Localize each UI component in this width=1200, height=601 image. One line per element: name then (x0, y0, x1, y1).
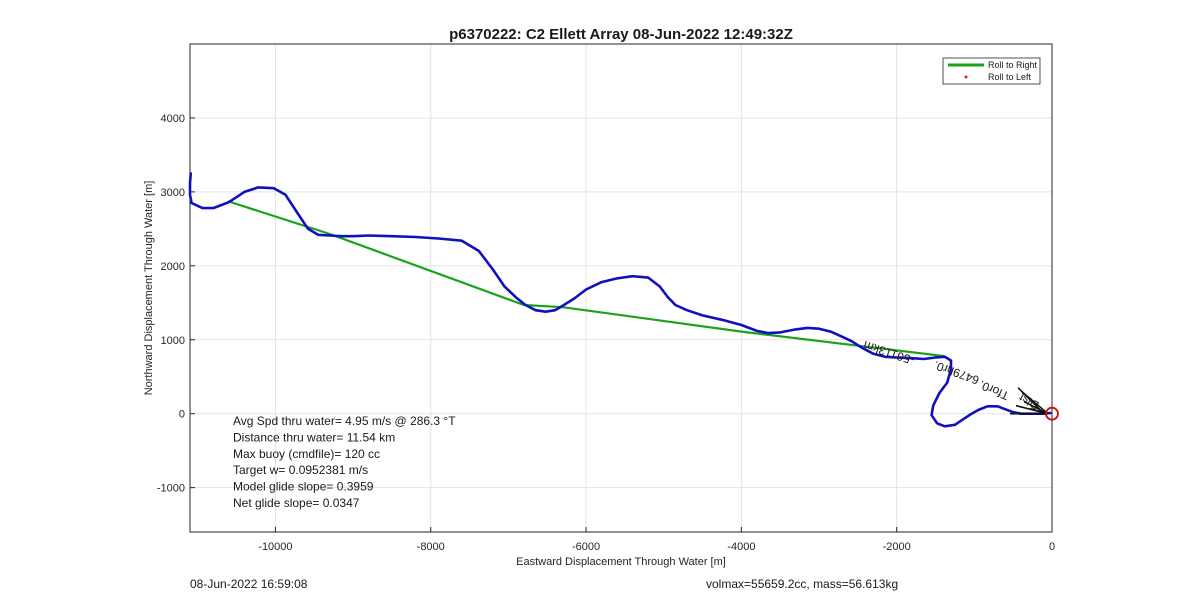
x-tick-label: -10000 (258, 541, 292, 553)
legend-label-roll-right: Roll to Right (988, 60, 1038, 70)
rotated-distance-annotation: -56113km 6479hr0. Tfor0. Dist (862, 338, 1042, 413)
y-axis-label: Northward Displacement Through Water [m] (143, 181, 155, 396)
heading-arrow (1029, 407, 1049, 415)
overlay-text-1: -56113km (862, 338, 916, 368)
heading-arrows (1010, 387, 1049, 415)
stats-annotation: Avg Spd thru water= 4.95 m/s @ 286.3 °T D… (233, 414, 456, 510)
overlay-text-2: 6479hr0. (932, 358, 981, 387)
stats-line: Model glide slope= 0.3959 (233, 480, 374, 494)
y-tick-label: 4000 (161, 113, 185, 125)
axis-ticks: -10000 -8000 -6000 -4000 -2000 0-100001000200… (157, 113, 1055, 553)
x-tick-label: -2000 (883, 541, 911, 553)
stats-line: Distance thru water= 11.54 km (233, 430, 395, 444)
y-tick-label: -1000 (157, 483, 185, 495)
overlay-text-3: Tfor0. (977, 378, 1011, 404)
legend: Roll to Right Roll to Left (942, 57, 1041, 85)
stats-line: Target w= 0.0952381 m/s (233, 463, 368, 477)
legend-box (942, 57, 1041, 85)
y-tick-label: 2000 (161, 261, 185, 273)
series-roll-right-line (227, 200, 945, 358)
legend-swatch-roll-left (964, 75, 968, 79)
stats-line: Net glide slope= 0.0347 (233, 496, 360, 510)
x-axis-label: Eastward Displacement Through Water [m] (516, 556, 726, 568)
y-tick-label: 1000 (161, 335, 185, 347)
x-tick-label: -6000 (572, 541, 600, 553)
chart-title: p6370222: C2 Ellett Array 08-Jun-2022 12… (449, 26, 793, 43)
heading-arrow (1023, 400, 1049, 415)
stats-line: Max buoy (cmdfile)= 120 cc (233, 447, 380, 461)
y-tick-label: 3000 (161, 187, 185, 199)
footer-timestamp: 08-Jun-2022 16:59:08 (190, 577, 308, 591)
origin-circle (1045, 406, 1059, 421)
series-track-line (188, 172, 1052, 428)
x-tick-label: -8000 (417, 541, 445, 553)
plot-area (189, 43, 1053, 533)
legend-label-roll-left: Roll to Left (988, 72, 1032, 82)
series (188, 172, 1052, 428)
heading-arrow (1017, 387, 1043, 413)
origin-marker (1045, 406, 1059, 421)
x-tick-label: -4000 (727, 541, 755, 553)
stats-line: Avg Spd thru water= 4.95 m/s @ 286.3 °T (233, 414, 456, 428)
y-tick-label: 0 (179, 409, 185, 421)
x-tick-label: 0 (1049, 541, 1055, 553)
footer-volmax-mass: volmax=55659.2cc, mass=56.613kg (706, 577, 899, 591)
